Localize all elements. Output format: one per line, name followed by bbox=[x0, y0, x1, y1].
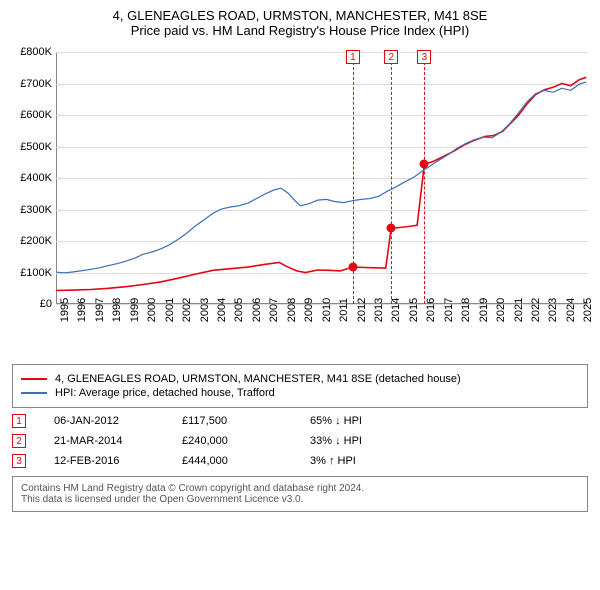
series-price_paid bbox=[56, 77, 586, 290]
event-row: 3 12-FEB-2016 £444,000 3% ↑ HPI bbox=[12, 454, 588, 468]
event-date: 12-FEB-2016 bbox=[54, 455, 154, 467]
footer-line2: This data is licensed under the Open Gov… bbox=[21, 494, 579, 505]
legend: 4, GLENEAGLES ROAD, URMSTON, MANCHESTER,… bbox=[12, 364, 588, 408]
event-delta: 3% ↑ HPI bbox=[310, 455, 410, 467]
legend-swatch bbox=[21, 378, 47, 380]
event-delta: 33% ↓ HPI bbox=[310, 435, 410, 447]
event-price: £117,500 bbox=[182, 415, 282, 427]
event-price: £444,000 bbox=[182, 455, 282, 467]
footer-line1: Contains HM Land Registry data © Crown c… bbox=[21, 483, 579, 494]
event-date: 06-JAN-2012 bbox=[54, 415, 154, 427]
price-marker bbox=[387, 224, 396, 233]
footer: Contains HM Land Registry data © Crown c… bbox=[12, 476, 588, 512]
event-number-box: 1 bbox=[12, 414, 26, 428]
price-marker bbox=[420, 160, 429, 169]
event-delta: 65% ↓ HPI bbox=[310, 415, 410, 427]
series-hpi bbox=[56, 82, 586, 273]
event-number-box: 3 bbox=[12, 454, 26, 468]
chart: £0£100K£200K£300K£400K£500K£600K£700K£80… bbox=[10, 46, 590, 356]
legend-label: HPI: Average price, detached house, Traf… bbox=[55, 387, 275, 399]
title-subtitle: Price paid vs. HM Land Registry's House … bbox=[8, 23, 592, 38]
legend-label: 4, GLENEAGLES ROAD, URMSTON, MANCHESTER,… bbox=[55, 373, 461, 385]
legend-row: 4, GLENEAGLES ROAD, URMSTON, MANCHESTER,… bbox=[21, 373, 579, 385]
title-address: 4, GLENEAGLES ROAD, URMSTON, MANCHESTER,… bbox=[8, 8, 592, 23]
event-price: £240,000 bbox=[182, 435, 282, 447]
event-date: 21-MAR-2014 bbox=[54, 435, 154, 447]
event-row: 1 06-JAN-2012 £117,500 65% ↓ HPI bbox=[12, 414, 588, 428]
legend-row: HPI: Average price, detached house, Traf… bbox=[21, 387, 579, 399]
event-row: 2 21-MAR-2014 £240,000 33% ↓ HPI bbox=[12, 434, 588, 448]
event-number-box: 2 bbox=[12, 434, 26, 448]
events-table: 1 06-JAN-2012 £117,500 65% ↓ HPI 2 21-MA… bbox=[12, 414, 588, 468]
chart-title-block: 4, GLENEAGLES ROAD, URMSTON, MANCHESTER,… bbox=[8, 8, 592, 38]
price-marker bbox=[348, 262, 357, 271]
legend-swatch bbox=[21, 392, 47, 394]
series-svg bbox=[10, 46, 590, 356]
